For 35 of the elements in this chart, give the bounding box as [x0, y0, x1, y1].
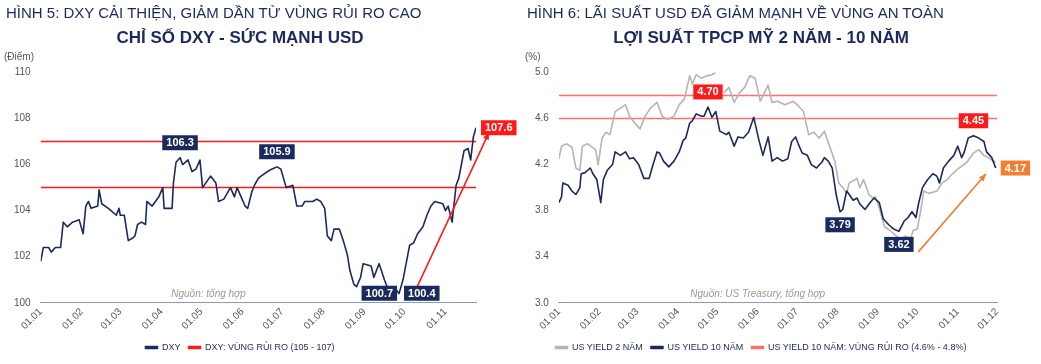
chart-subtitle: LỢI SUẤT TPCP MỸ 2 NĂM - 10 NĂM: [613, 26, 909, 47]
y-tick-label: 106: [14, 158, 32, 170]
annotation: 100.7: [365, 286, 394, 299]
chart-subtitle: CHỈ SỐ DXY - SỨC MẠNH USD: [116, 26, 364, 47]
annotation: 4.45: [962, 114, 985, 127]
y-tick-label: 5.0: [535, 66, 550, 78]
annotation: Nguồn: tổng hợp: [171, 287, 247, 299]
y-tick-label: 4.2: [535, 158, 550, 170]
y-axis-title: (%): [525, 51, 541, 63]
legend-label: DXY: VÙNG RỦI RO (105 - 107): [204, 340, 335, 352]
chart-title: HÌNH 5: DXY CẢI THIỆN, GIẢM DẦN TỪ VÙNG RỦI RO CAO: [5, 3, 423, 23]
annotation: 100.4: [408, 286, 437, 299]
y-tick-label: 108: [14, 112, 32, 124]
annotation: 3.79: [829, 218, 851, 231]
annotation: 3.62: [888, 237, 910, 250]
chart-title: HÌNH 6: LÃI SUẤT USD ĐÃ GIẢM MẠNH VỀ VÙNG AN TOÀN: [526, 3, 945, 23]
y-tick-label: 100: [14, 296, 32, 308]
legend-label: US YIELD 10 NĂM: [667, 341, 744, 352]
y-tick-label: 4.6: [535, 112, 550, 124]
legend-label: DXY: [161, 341, 181, 352]
annotation: 106.3: [166, 136, 194, 149]
y-tick-label: 102: [14, 250, 32, 262]
y-tick-label: 3.0: [535, 296, 550, 308]
y-axis-title: (Điểm): [4, 51, 34, 63]
y-tick-label: 110: [14, 66, 32, 78]
legend-label: US YIELD 2 NĂM: [571, 341, 643, 352]
legend-label: US YIELD 10 NĂM: VÙNG RỦI RO (4.6% - 4.8%): [768, 340, 967, 352]
annotation: Nguồn: US Treasury, tổng hợp: [690, 287, 826, 299]
y-tick-label: 3.4: [535, 250, 550, 262]
annotation: 4.17: [1004, 161, 1027, 174]
y-tick-label: 104: [14, 204, 32, 216]
annotation: 107.6: [485, 121, 513, 134]
annotation: 105.9: [263, 145, 291, 158]
y-tick-label: 3.8: [535, 204, 550, 216]
annotation: 4.70: [697, 85, 719, 98]
